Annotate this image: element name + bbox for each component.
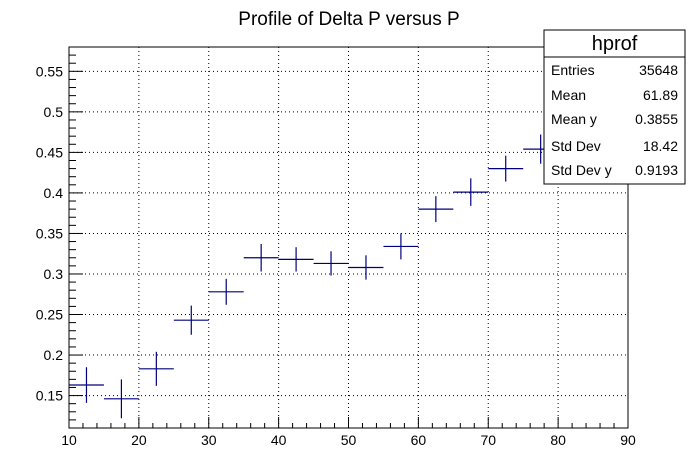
profile-point <box>488 155 524 182</box>
stats-label-entries: Entries <box>551 62 595 78</box>
stats-label-std-dev-y: Std Dev y <box>551 162 612 178</box>
x-tick-label: 40 <box>271 432 287 448</box>
y-tick-label: 0.25 <box>36 307 63 323</box>
y-tick-label: 0.5 <box>44 104 64 120</box>
profile-point <box>103 379 139 419</box>
data-layer <box>69 134 559 419</box>
profile-point <box>208 278 244 305</box>
x-tick-label: 80 <box>550 432 566 448</box>
x-tick-label: 20 <box>131 432 147 448</box>
profile-point <box>418 196 454 223</box>
profile-point <box>278 247 314 272</box>
y-tick-label: 0.4 <box>44 185 64 201</box>
chart-title: Profile of Delta P versus P <box>238 9 459 30</box>
profile-point <box>173 305 209 335</box>
stats-value-mean-y: 0.3855 <box>635 111 678 127</box>
tick-layer: 10 20 30 40 50 60 70 80 90 0.15 0.2 0.25 0.3 0.35 0.4 0… <box>36 46 636 448</box>
profile-point <box>348 255 384 280</box>
stats-box-frame <box>543 29 686 185</box>
stats-value-mean: 61.89 <box>643 87 678 103</box>
profile-point <box>138 351 174 386</box>
stats-title: hprof <box>592 33 638 55</box>
y-tick-label: 0.45 <box>36 144 63 160</box>
profile-point <box>69 367 104 403</box>
x-tick-label: 60 <box>411 432 427 448</box>
x-tick-label: 70 <box>480 432 496 448</box>
profile-point <box>243 243 279 272</box>
stats-label-mean-y: Mean y <box>551 111 597 127</box>
x-tick-label: 50 <box>341 432 357 448</box>
profile-point <box>313 251 349 276</box>
x-tick-label: 30 <box>201 432 217 448</box>
profile-point <box>383 233 419 260</box>
stats-value-entries: 35648 <box>639 62 678 78</box>
y-tick-label: 0.55 <box>36 63 63 79</box>
profile-point <box>453 178 489 206</box>
plot-frame <box>68 46 629 429</box>
stats-label-mean: Mean <box>551 87 586 103</box>
y-tick-label: 0.3 <box>44 266 64 282</box>
x-tick-label: 10 <box>61 432 77 448</box>
stats-label-std-dev: Std Dev <box>551 138 601 154</box>
x-tick-label: 90 <box>620 432 636 448</box>
stats-value-std-dev-y: 0.9193 <box>635 162 678 178</box>
stats-value-std-dev: 18.42 <box>643 138 678 154</box>
y-tick-label: 0.2 <box>44 347 64 363</box>
stats-box: hprof Entries 35648 Mean 61.89 Mean y 0.… <box>543 29 686 185</box>
y-tick-label: 0.15 <box>36 388 63 404</box>
y-tick-label: 0.35 <box>36 225 63 241</box>
